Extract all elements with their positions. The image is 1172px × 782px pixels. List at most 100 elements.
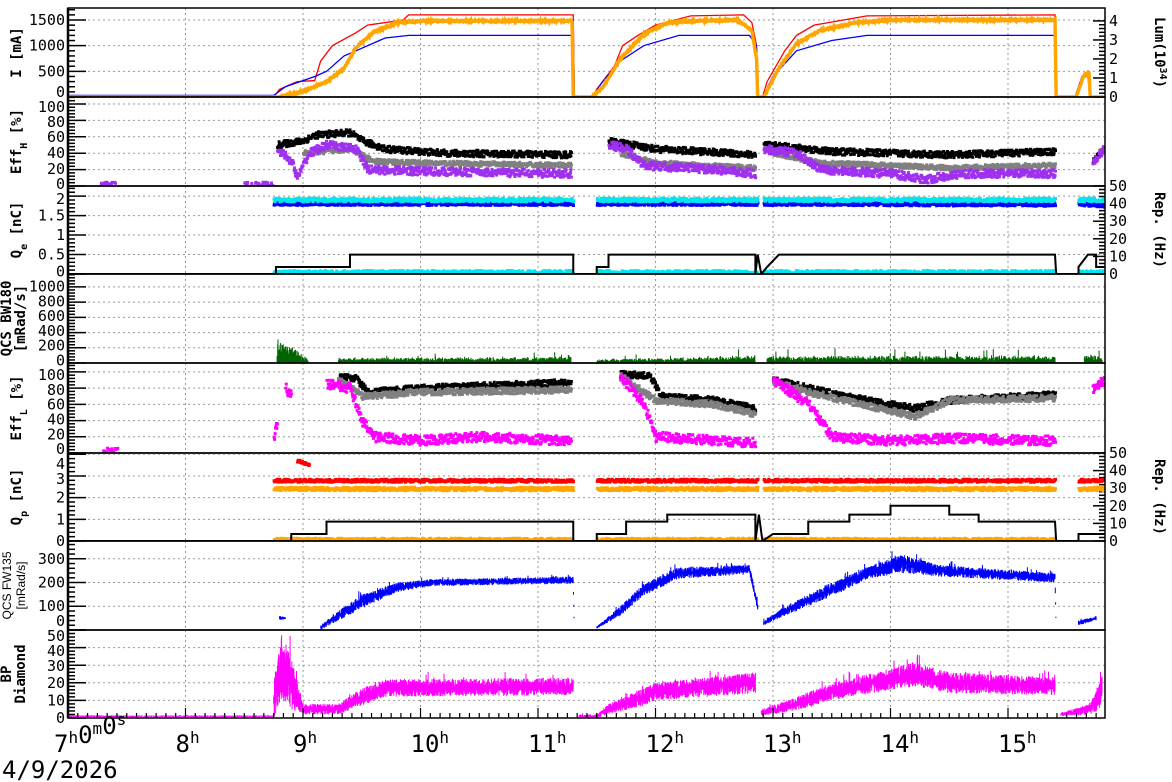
right-tick-label: 40 [1109, 195, 1127, 213]
label-part: Diamond [13, 644, 29, 703]
x-tick-label-part: 12 [646, 730, 675, 758]
series-effh-purple-points [243, 180, 276, 186]
series-qcs-fw135-dose-trace [279, 616, 286, 620]
x-tick-label: 8h [176, 728, 200, 758]
series-qp-red-points [296, 458, 311, 467]
right-tick-label: 3 [1109, 31, 1118, 49]
series-qe-cyan-points [595, 196, 760, 204]
x-tick-label-part: 14 [881, 730, 910, 758]
y-tick-label: 200 [38, 337, 65, 355]
series-qcs-fw135-dose-trace [1078, 616, 1097, 625]
y-tick-label: 40 [47, 642, 65, 660]
label-part: e [19, 244, 30, 250]
y-tick-label: 40 [47, 144, 65, 162]
y-tick-label: 0 [56, 709, 65, 727]
series-effl-magenta-points [325, 378, 573, 447]
label-part: I [mA] [9, 27, 25, 78]
x-tick-label: 12h [646, 728, 685, 758]
label-part: QCS FW135 [0, 551, 14, 619]
y-axis-label: EffL [%] [9, 375, 30, 440]
y-axis-label-2: [mRad/s] [14, 561, 28, 609]
series-qe-cyan-points [762, 269, 1057, 274]
series-e-injection-rep-rate [68, 504, 1105, 541]
y-tick-label: 20 [47, 674, 65, 692]
series-qp-red-points [762, 477, 1057, 484]
x-tick-label-part: 15 [998, 730, 1027, 758]
panel-frame [67, 540, 1106, 631]
label-part: H [19, 143, 30, 149]
right-tick-label: 10 [1109, 247, 1127, 265]
y-tick-label: 200 [38, 574, 65, 592]
y-tick-label: 40 [47, 411, 65, 429]
label-part: p [19, 511, 30, 517]
y-tick-label: 2 [56, 190, 65, 208]
x-tick-label-part: h [792, 728, 802, 747]
series-qp-orange-points [595, 536, 760, 541]
series-bp-diamond-dose-trace [1060, 671, 1103, 717]
right-tick-label: 1 [1109, 69, 1118, 87]
label-part: [nC] [9, 202, 25, 244]
label-part: [mRad/s] [13, 285, 29, 352]
y-tick-label: 1000 [29, 278, 65, 296]
series-group [68, 196, 1105, 274]
label-part: BP [0, 666, 15, 683]
series-qe-cyan-points [1077, 196, 1105, 204]
x-tick-label-part: h [1027, 728, 1037, 747]
series-bp-diamond-dose-trace [760, 654, 1056, 716]
date-label: 4/9/2026 [2, 756, 118, 782]
right-axis-label: Rep. (Hz) [1151, 459, 1167, 535]
y-axis-label: Qe [nC] [9, 202, 30, 259]
y-tick-label: 3 [56, 470, 65, 488]
series-qp-orange-points [272, 485, 575, 493]
y-tick-label: 500 [38, 62, 65, 80]
series-qcs-bw180-dose-trace [337, 352, 572, 363]
series-effh-purple-points [607, 140, 758, 180]
series-group [68, 635, 1103, 718]
y-axis-label-2: Diamond [13, 644, 29, 703]
y-tick-label: 20 [47, 160, 65, 178]
series-qe-cyan-points [272, 269, 575, 274]
right-tick-label: 0 [1109, 88, 1118, 106]
series-effl-magenta-points [272, 422, 279, 441]
series-effl-magenta-points [772, 376, 1057, 447]
right-tick-label: 50 [1109, 444, 1127, 462]
y-tick-label: 0 [56, 351, 65, 369]
y-tick-label: 0 [56, 263, 65, 281]
series-effl-gray-points [337, 376, 573, 401]
series-qp-red-points [272, 477, 575, 484]
y-axis-label: BP [0, 666, 15, 683]
label-part: Eff [9, 415, 25, 440]
y-tick-label: 50 [47, 627, 65, 645]
right-tick-label: 50 [1109, 177, 1127, 195]
series-qe-cyan-points [1077, 269, 1105, 274]
x-tick-label: 7h0m0s [54, 710, 126, 758]
series-effl-magenta-points [102, 446, 120, 453]
x-tick-label-part: h [909, 728, 919, 747]
label-part: [%] [9, 375, 25, 409]
series-bp-diamond-dose-trace [68, 714, 274, 718]
series-qp-orange-points [1077, 485, 1105, 493]
series-effl-black-points [337, 373, 573, 397]
y-axis-label: Qp [nC] [9, 469, 30, 526]
x-tick-label-part: 11 [528, 730, 557, 758]
label-part: Rep. (Hz) [1151, 192, 1167, 268]
series-effh-purple-points [99, 180, 117, 186]
y-tick-label: 80 [47, 381, 65, 399]
right-tick-label: 40 [1109, 462, 1127, 480]
y-axis-label: QCS BW180 [0, 281, 15, 357]
label-part: Lum(10 [1151, 17, 1167, 68]
label-part: 34 [1158, 68, 1169, 80]
right-tick-label: 20 [1109, 497, 1127, 515]
series-group [279, 551, 1097, 630]
series-qp-red-points [595, 477, 760, 484]
x-tick-label: 13h [763, 728, 802, 758]
series-effh-black-points [276, 128, 573, 160]
panel-frame [67, 629, 1106, 719]
right-tick-label: 30 [1109, 479, 1127, 497]
